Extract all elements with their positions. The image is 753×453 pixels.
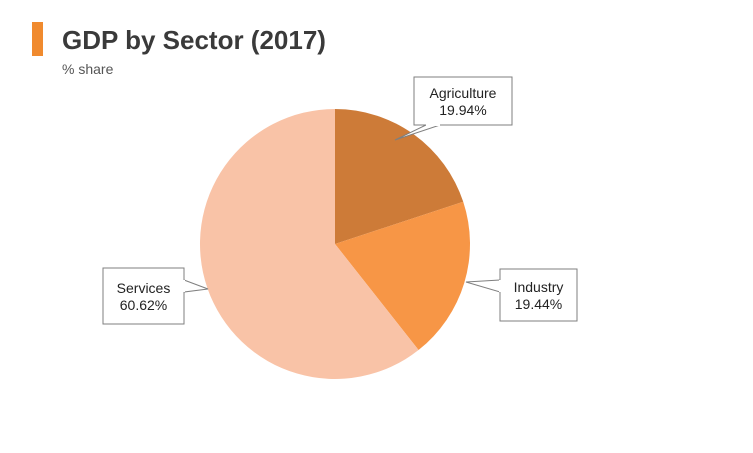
callout-box xyxy=(413,76,513,126)
callout-value: 19.44% xyxy=(515,296,562,312)
title-accent-bar xyxy=(32,22,43,56)
pie-slices xyxy=(199,108,470,380)
callout-label: Services xyxy=(117,280,171,296)
callout-pointer xyxy=(465,279,501,293)
callout-box xyxy=(102,267,185,325)
callout-pointer xyxy=(183,279,209,293)
pie-slice-agriculture xyxy=(335,109,464,244)
callout-value: 60.62% xyxy=(120,297,167,313)
chart-subtitle: % share xyxy=(62,61,114,77)
callout-box xyxy=(499,268,578,322)
callout-value: 19.94% xyxy=(439,102,486,118)
pie-slice-services xyxy=(199,108,419,380)
callout-label: Agriculture xyxy=(430,85,497,101)
callout-label: Industry xyxy=(514,279,564,295)
pie-slice-industry xyxy=(335,201,470,351)
chart-title: GDP by Sector (2017) xyxy=(62,25,326,55)
